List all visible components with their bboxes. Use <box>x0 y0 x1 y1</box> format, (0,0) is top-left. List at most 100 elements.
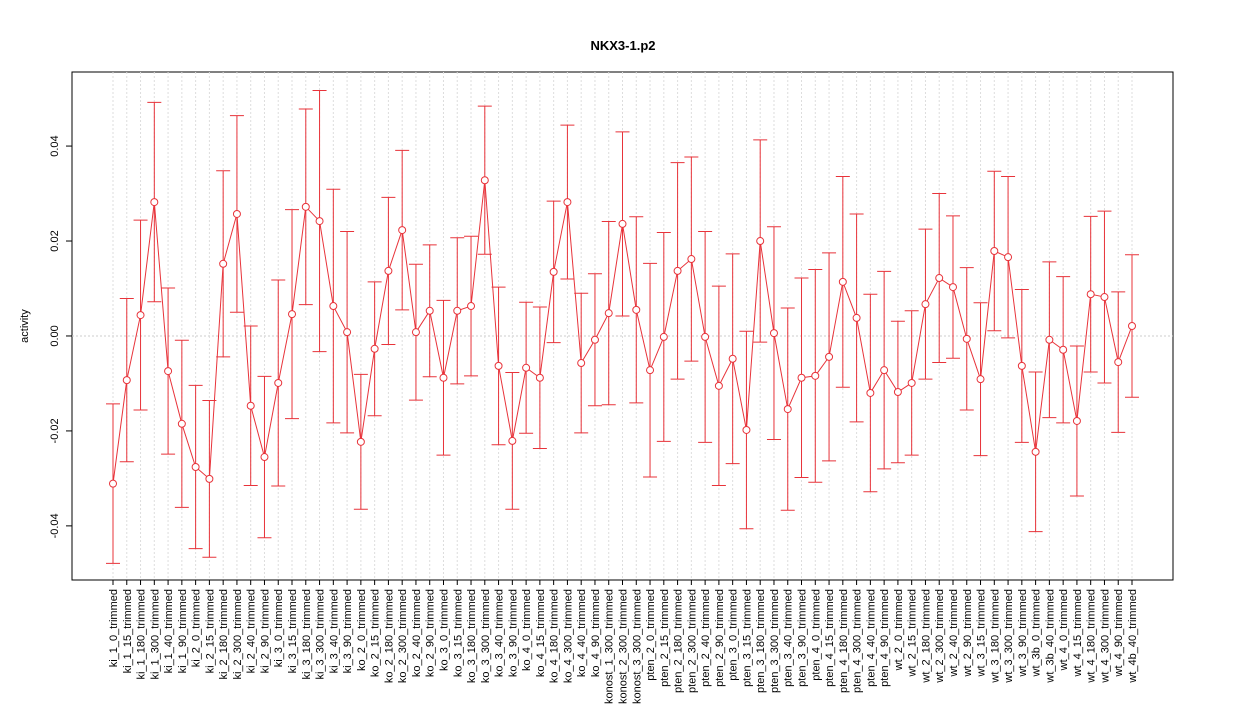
point <box>797 373 806 382</box>
point <box>480 176 489 185</box>
x-tick-label: ko_4_0_trimmed <box>521 589 533 671</box>
x-tick-label: wt_2_300_trimmed <box>934 589 946 684</box>
point <box>907 378 916 387</box>
x-tick-label: ki_3_180_trimmed <box>301 589 313 680</box>
x-tick-label: pten_4_90_trimmed <box>879 589 891 687</box>
point <box>219 259 228 268</box>
point <box>535 373 544 382</box>
x-tick-label: ko_2_300_trimmed <box>397 589 409 683</box>
x-tick-label: ko_2_40_trimmed <box>411 589 423 677</box>
point <box>701 332 710 341</box>
x-tick-label: wt_4_180_trimmed <box>1086 589 1098 684</box>
point <box>288 310 297 319</box>
x-tick-label: pten_4_180_trimmed <box>838 589 850 693</box>
x-tick-label: wt_3_15_trimmed <box>976 589 988 677</box>
x-tick-label: wt_4_90_trimmed <box>1113 589 1125 677</box>
x-tick-label: ki_2_0_trimmed <box>191 589 203 667</box>
x-tick-label: ki_3_40_trimmed <box>328 589 340 673</box>
x-tick-label: wt_2_180_trimmed <box>920 589 932 684</box>
x-tick-label: konost_2_300_trimmed <box>618 589 630 704</box>
point <box>1100 293 1109 302</box>
point <box>467 302 476 311</box>
x-tick-label: ki_2_180_trimmed <box>218 589 230 680</box>
point <box>384 266 393 275</box>
x-tick-label: wt_3_90_trimmed <box>1017 589 1029 677</box>
point <box>232 209 241 218</box>
point <box>136 311 145 320</box>
point <box>742 425 751 434</box>
point <box>274 378 283 387</box>
x-tick-label: ko_4_15_trimmed <box>535 589 547 677</box>
point <box>150 198 159 207</box>
point <box>769 329 778 338</box>
x-tick-label: pten_4_0_trimmed <box>810 589 822 681</box>
point <box>177 419 186 428</box>
point <box>646 366 655 375</box>
x-tick-label: wt_3_180_trimmed <box>989 589 1001 684</box>
point <box>673 266 682 275</box>
point <box>921 300 930 309</box>
x-tick-label: konost_1_300_trimmed <box>604 589 616 704</box>
point <box>604 309 613 318</box>
x-tick-label: pten_3_15_trimmed <box>741 589 753 687</box>
point <box>1128 322 1136 330</box>
point <box>935 274 944 283</box>
x-tick-label: wt_3b_0_trimmed <box>1031 589 1043 677</box>
x-tick-label: wt_3_300_trimmed <box>1003 589 1015 684</box>
point <box>866 388 875 397</box>
point <box>756 237 765 246</box>
x-tick-label: pten_3_300_trimmed <box>769 589 781 693</box>
x-tick-label: pten_2_180_trimmed <box>673 589 685 693</box>
point <box>948 283 957 292</box>
x-tick-label: wt_4_0_trimmed <box>1058 589 1070 671</box>
point <box>1072 416 1081 425</box>
x-tick-label: ki_2_300_trimmed <box>232 589 244 680</box>
x-tick-label: pten_2_0_trimmed <box>645 589 657 681</box>
x-tick-label: wt_4_15_trimmed <box>1072 589 1084 677</box>
point <box>398 226 407 235</box>
point <box>618 219 627 228</box>
point <box>893 387 902 396</box>
point <box>990 246 999 255</box>
point <box>838 277 847 286</box>
point <box>205 474 214 483</box>
point <box>1045 335 1054 344</box>
x-tick-label: ki_1_0_trimmed <box>108 589 120 667</box>
point <box>453 306 462 315</box>
x-tick-label: pten_2_300_trimmed <box>686 589 698 693</box>
x-tick-label: wt_2_40_trimmed <box>948 589 960 677</box>
point <box>370 344 379 353</box>
x-tick-label: ki_3_300_trimmed <box>315 589 327 680</box>
point <box>962 334 971 343</box>
point <box>714 381 723 390</box>
point <box>260 453 269 462</box>
x-tick-label: ki_3_90_trimmed <box>342 589 354 673</box>
point <box>1086 290 1095 299</box>
x-tick-label: ki_2_40_trimmed <box>246 589 258 673</box>
point <box>577 359 586 368</box>
point <box>329 302 338 311</box>
point <box>687 255 696 264</box>
point <box>508 436 517 445</box>
x-tick-label: ki_1_90_trimmed <box>177 589 189 673</box>
x-tick-label: ki_1_300_trimmed <box>149 589 161 680</box>
point <box>411 328 420 337</box>
point <box>728 354 737 363</box>
x-tick-label: ki_3_0_trimmed <box>273 589 285 667</box>
point <box>246 401 255 410</box>
y-tick-label: 0.04 <box>49 135 61 156</box>
x-tick-label: ko_3_180_trimmed <box>466 589 478 683</box>
x-tick-label: pten_3_180_trimmed <box>755 589 767 693</box>
point <box>880 366 889 375</box>
x-tick-label: ko_4_180_trimmed <box>549 589 561 683</box>
point <box>425 306 434 315</box>
x-tick-label: wt_4b_40_trimmed <box>1127 589 1139 684</box>
x-tick-label: pten_4_300_trimmed <box>852 589 864 693</box>
x-tick-label: ko_3_40_trimmed <box>494 589 506 677</box>
point <box>522 363 531 372</box>
x-tick-label: wt_4_300_trimmed <box>1099 589 1111 684</box>
x-tick-label: pten_3_40_trimmed <box>783 589 795 687</box>
point <box>1031 447 1040 456</box>
point <box>1059 345 1068 354</box>
